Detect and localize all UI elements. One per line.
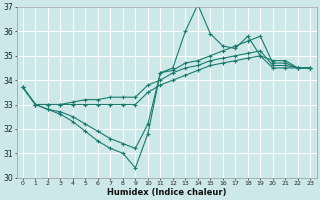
X-axis label: Humidex (Indice chaleur): Humidex (Indice chaleur) [107,188,226,197]
